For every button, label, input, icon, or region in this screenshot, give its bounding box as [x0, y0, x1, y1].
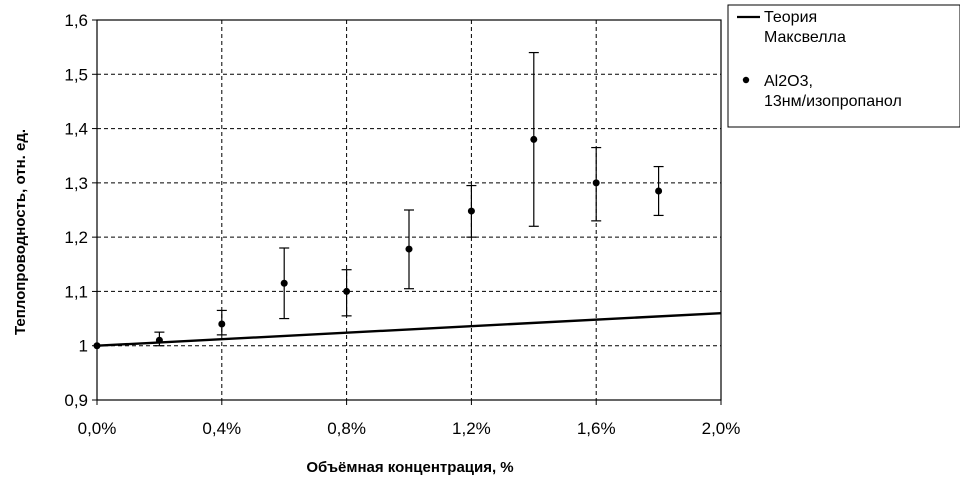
y-tick-label: 1,5 [64, 65, 88, 84]
x-tick-label: 1,6% [577, 419, 616, 438]
y-axis-title: Теплопроводность, отн. ед. [12, 129, 29, 335]
data-point [592, 179, 600, 187]
y-tick-label: 1,6 [64, 11, 88, 30]
ticks: 0,9 1 1,1 1,2 1,3 1,4 1,5 1,6 0,0% 0,4% 0,8% 1,2% 1,… [64, 11, 740, 438]
legend-point-swatch [742, 76, 750, 84]
data-point [405, 245, 413, 253]
y-tick-label: 1,1 [64, 282, 88, 301]
data-point [530, 135, 538, 143]
x-tick-label: 0,0% [78, 419, 117, 438]
legend-label-theory-2: Максвелла [764, 29, 846, 46]
y-tick-label: 0,9 [64, 391, 88, 410]
plot-frame [96, 19, 722, 401]
legend-label-data-1: Al2O3, [764, 73, 813, 90]
x-tick-label: 1,2% [452, 419, 491, 438]
y-tick-label: 1,4 [64, 120, 88, 139]
data-point [467, 207, 475, 215]
x-tick-label: 2,0% [702, 419, 741, 438]
y-tick-label: 1 [79, 337, 88, 356]
maxwell-theory-line [96, 311, 722, 347]
data-point [155, 336, 163, 344]
series [93, 51, 722, 350]
data-point [655, 187, 663, 195]
data-point [93, 342, 101, 350]
grid [97, 20, 721, 400]
data-point [218, 320, 226, 328]
x-axis-title: Объёмная концентрация, % [306, 459, 513, 476]
data-point [280, 279, 288, 287]
x-tick-label: 0,4% [202, 419, 241, 438]
y-tick-label: 1,3 [64, 174, 88, 193]
legend-label-theory-1: Теория [764, 9, 817, 26]
data-point [343, 287, 351, 295]
legend-label-data-2: 13нм/изопропанол [764, 93, 902, 110]
y-tick-label: 1,2 [64, 228, 88, 247]
legend-box [727, 4, 960, 128]
legend: Теория Максвелла Al2O3, 13нм/изопропанол [727, 4, 960, 128]
x-tick-label: 0,8% [327, 419, 366, 438]
